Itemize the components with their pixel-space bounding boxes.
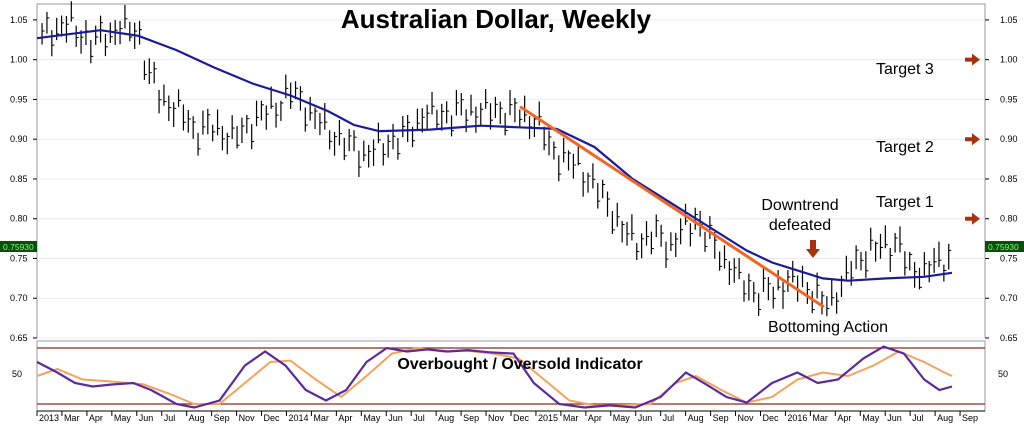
price-tick-right-4: 0.85 [1000, 174, 1018, 184]
x-tick-label-36: Aug [937, 413, 953, 423]
x-tick-label-31: Mar [812, 413, 828, 423]
current-price-right: 0.75930 [988, 242, 1019, 252]
price-tick-right-7: 0.70 [1000, 293, 1018, 303]
x-tick-label-17: Sep [463, 413, 479, 423]
left-price-axis: 1.05 1.00 0.95 0.90 0.85 0.80 0.75 0.70 0.65 [10, 15, 37, 343]
x-tick-label-23: May [613, 413, 631, 423]
target-2-label: Target 2 [876, 139, 934, 156]
x-tick-label-16: Aug [438, 413, 454, 423]
target-arrow-icon-2 [965, 133, 980, 146]
x-tick-label-0: 2013 [39, 413, 59, 423]
x-tick-label-37: Sep [962, 413, 978, 423]
price-tick-left-3: 0.90 [10, 134, 28, 144]
price-panel-frame [36, 3, 986, 339]
target-arrow-icon-1 [965, 212, 980, 225]
x-tick-label-14: Jun [388, 413, 403, 423]
price-tick-right-2: 0.95 [1000, 94, 1018, 104]
down-arrow-icon [806, 240, 820, 258]
indicator-fast-line [36, 345, 953, 409]
x-tick-label-28: Nov [738, 413, 755, 423]
price-tick-right-8: 0.65 [1000, 333, 1018, 343]
price-tick-left-7: 0.70 [10, 293, 28, 303]
x-tick-label-35: Jul [912, 413, 924, 423]
price-tick-right-6: 0.75 [1000, 253, 1018, 263]
indicator-label: Overbought / Oversold Indicator [397, 356, 642, 373]
price-tick-left-2: 0.95 [10, 94, 28, 104]
price-gridlines [37, 19, 985, 339]
current-price-tag-right: 0.75930 [985, 241, 1024, 252]
x-tick-label-33: May [862, 413, 880, 423]
x-tick-label-30: 2016 [787, 413, 807, 423]
downtrend-label-line1: Downtrend [761, 197, 838, 214]
x-tick-label-10: 2014 [288, 413, 308, 423]
downtrend-line [519, 105, 825, 308]
x-tick-label-32: Apr [837, 413, 851, 423]
target-arrow-icon-3 [965, 53, 980, 66]
target-3-label: Target 3 [876, 61, 934, 78]
x-tick-label-24: Jun [638, 413, 653, 423]
target-1-label: Target 1 [876, 194, 934, 211]
x-tick-label-7: Sep [214, 413, 230, 423]
x-tick-label-21: Mar [563, 413, 579, 423]
bottoming-action-label: Bottoming Action [768, 319, 888, 336]
x-tick-label-11: Mar [313, 413, 329, 423]
x-tick-label-3: May [114, 413, 132, 423]
current-price-tag-left: 0.75930 [0, 241, 37, 252]
x-tick-label-25: Jul [663, 413, 675, 423]
price-tick-right-5: 0.80 [1000, 214, 1018, 224]
x-tick-label-6: Aug [189, 413, 205, 423]
price-tick-right-1: 1.00 [1000, 55, 1018, 65]
x-tick-label-5: Jul [164, 413, 176, 423]
indicator-slow-line [36, 346, 953, 407]
price-bars [41, 1, 952, 317]
x-tick-label-18: Nov [488, 413, 505, 423]
price-tick-left-0: 1.05 [10, 15, 28, 25]
x-axis: 2013 Mar Apr May Jun Jul Aug Sep Nov Dec 2014 Mar Ap… [36, 411, 978, 423]
x-tick-label-26: Aug [688, 413, 704, 423]
x-tick-label-34: Jun [887, 413, 902, 423]
price-tick-left-5: 0.80 [10, 214, 28, 224]
x-tick-label-22: Apr [588, 413, 602, 423]
x-tick-label-2: Apr [89, 413, 103, 423]
x-tick-label-29: Dec [762, 413, 779, 423]
price-tick-left-4: 0.85 [10, 174, 28, 184]
price-tick-right-0: 1.05 [1000, 15, 1018, 25]
x-tick-label-4: Jun [139, 413, 154, 423]
chart-title: Australian Dollar, Weekly [341, 4, 652, 34]
x-tick-label-15: Jul [413, 413, 425, 423]
x-tick-label-27: Sep [713, 413, 729, 423]
x-tick-label-1: Mar [64, 413, 80, 423]
price-tick-left-1: 1.00 [10, 55, 28, 65]
right-price-axis: 1.05 1.00 0.95 0.90 0.85 0.80 0.75 0.70 0.65 [985, 15, 1018, 343]
x-tick-label-19: Dec [513, 413, 530, 423]
moving-average-line [36, 29, 953, 282]
target-arrows [965, 53, 980, 225]
price-tick-left-8: 0.65 [10, 333, 28, 343]
indicator-tick-right: 50 [998, 369, 1008, 379]
x-tick-label-12: Apr [338, 413, 352, 423]
current-price-left: 0.75930 [3, 242, 34, 252]
price-tick-right-3: 0.90 [1000, 134, 1018, 144]
x-tick-label-13: May [363, 413, 381, 423]
x-tick-label-8: Nov [239, 413, 256, 423]
x-tick-label-20: 2015 [538, 413, 558, 423]
downtrend-label-line2: defeated [769, 217, 831, 234]
indicator-tick-left: 50 [12, 369, 22, 379]
x-tick-label-9: Dec [264, 413, 281, 423]
price-tick-left-6: 0.75 [10, 253, 28, 263]
